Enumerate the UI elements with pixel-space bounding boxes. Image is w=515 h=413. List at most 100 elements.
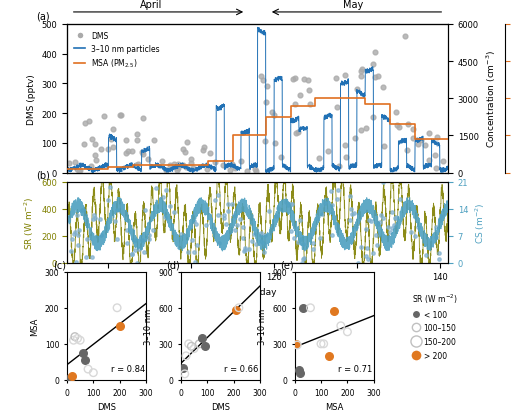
DMS xyxy=(133,137,142,144)
DMS xyxy=(80,120,89,127)
3–10 nm particles xyxy=(364,70,370,75)
Point xyxy=(65,375,74,382)
DMS xyxy=(315,156,323,162)
DMS xyxy=(431,153,439,159)
Point xyxy=(78,207,87,214)
Point xyxy=(295,367,303,374)
DMS xyxy=(409,135,417,142)
Point xyxy=(166,203,174,209)
Point xyxy=(299,256,307,263)
Point xyxy=(265,208,273,215)
Point xyxy=(421,253,430,259)
Point xyxy=(141,207,149,214)
Line: MSA (PM$_{2.5}$): MSA (PM$_{2.5}$) xyxy=(67,99,448,169)
Point xyxy=(89,370,97,376)
Point xyxy=(437,213,445,220)
DMS xyxy=(179,162,187,169)
Point xyxy=(240,248,248,255)
Point xyxy=(228,202,236,208)
Point xyxy=(123,228,131,234)
DMS xyxy=(132,162,141,169)
Point xyxy=(432,234,440,240)
Point xyxy=(259,240,267,247)
MSA (PM$_{2.5}$) xyxy=(263,115,269,120)
DMS xyxy=(401,34,409,40)
DMS xyxy=(199,147,207,154)
Point xyxy=(296,370,304,376)
DMS xyxy=(124,148,132,154)
MSA (PM$_{2.5}$) xyxy=(230,159,236,164)
Point xyxy=(287,201,296,208)
DMS xyxy=(251,169,260,175)
MSA (PM$_{2.5}$) xyxy=(362,102,368,107)
3–10 nm particles xyxy=(434,144,440,149)
Point xyxy=(347,206,355,212)
Point xyxy=(287,228,295,235)
Point xyxy=(333,196,341,202)
Point xyxy=(202,222,210,228)
DMS xyxy=(263,84,271,90)
MSA (PM$_{2.5}$) xyxy=(204,163,211,168)
Point xyxy=(250,232,259,238)
DMS xyxy=(96,146,105,152)
DMS xyxy=(65,160,73,167)
DMS xyxy=(122,150,130,157)
DMS xyxy=(306,101,314,108)
MSA (PM$_{2.5}$) xyxy=(412,122,418,127)
Point xyxy=(251,241,260,247)
Point xyxy=(239,224,247,231)
Point xyxy=(190,346,198,352)
Y-axis label: 3–10 nm: 3–10 nm xyxy=(258,308,267,344)
Point xyxy=(232,307,241,314)
DMS xyxy=(133,131,141,138)
Text: r = 0.66: r = 0.66 xyxy=(225,364,259,373)
Point xyxy=(374,221,382,228)
Point xyxy=(288,201,296,208)
Point xyxy=(140,249,148,256)
Point xyxy=(74,232,82,238)
DMS xyxy=(351,135,359,142)
Point xyxy=(162,187,170,194)
Point xyxy=(376,219,384,225)
DMS xyxy=(393,122,401,128)
Point xyxy=(95,216,104,222)
Point xyxy=(191,259,199,266)
Point xyxy=(211,197,219,203)
Point xyxy=(317,341,325,347)
Point xyxy=(133,260,141,266)
DMS xyxy=(139,115,147,122)
Point xyxy=(192,221,200,228)
DMS xyxy=(268,109,277,116)
Point xyxy=(177,231,185,237)
Point xyxy=(113,305,121,311)
DMS xyxy=(292,131,300,137)
Point xyxy=(257,230,265,236)
DMS xyxy=(166,162,175,169)
Point xyxy=(239,235,247,241)
Point xyxy=(75,227,83,234)
Point xyxy=(72,259,80,265)
Point xyxy=(229,212,237,218)
Point xyxy=(379,216,387,222)
DMS xyxy=(380,143,388,150)
DMS xyxy=(187,157,195,163)
Point xyxy=(161,214,169,221)
Text: April: April xyxy=(140,0,162,10)
Point xyxy=(248,238,256,245)
Point xyxy=(306,305,315,311)
DMS xyxy=(340,142,349,149)
Point xyxy=(106,184,114,190)
Point xyxy=(241,247,249,254)
DMS xyxy=(122,138,130,144)
DMS xyxy=(262,99,270,106)
Point xyxy=(289,235,298,242)
Point xyxy=(318,211,326,218)
DMS xyxy=(88,137,96,143)
DMS xyxy=(369,62,377,69)
MSA (PM$_{2.5}$) xyxy=(230,133,236,138)
Point xyxy=(190,249,198,256)
DMS xyxy=(182,164,190,171)
Point xyxy=(297,236,305,243)
Point xyxy=(70,337,78,344)
Point xyxy=(233,222,242,228)
